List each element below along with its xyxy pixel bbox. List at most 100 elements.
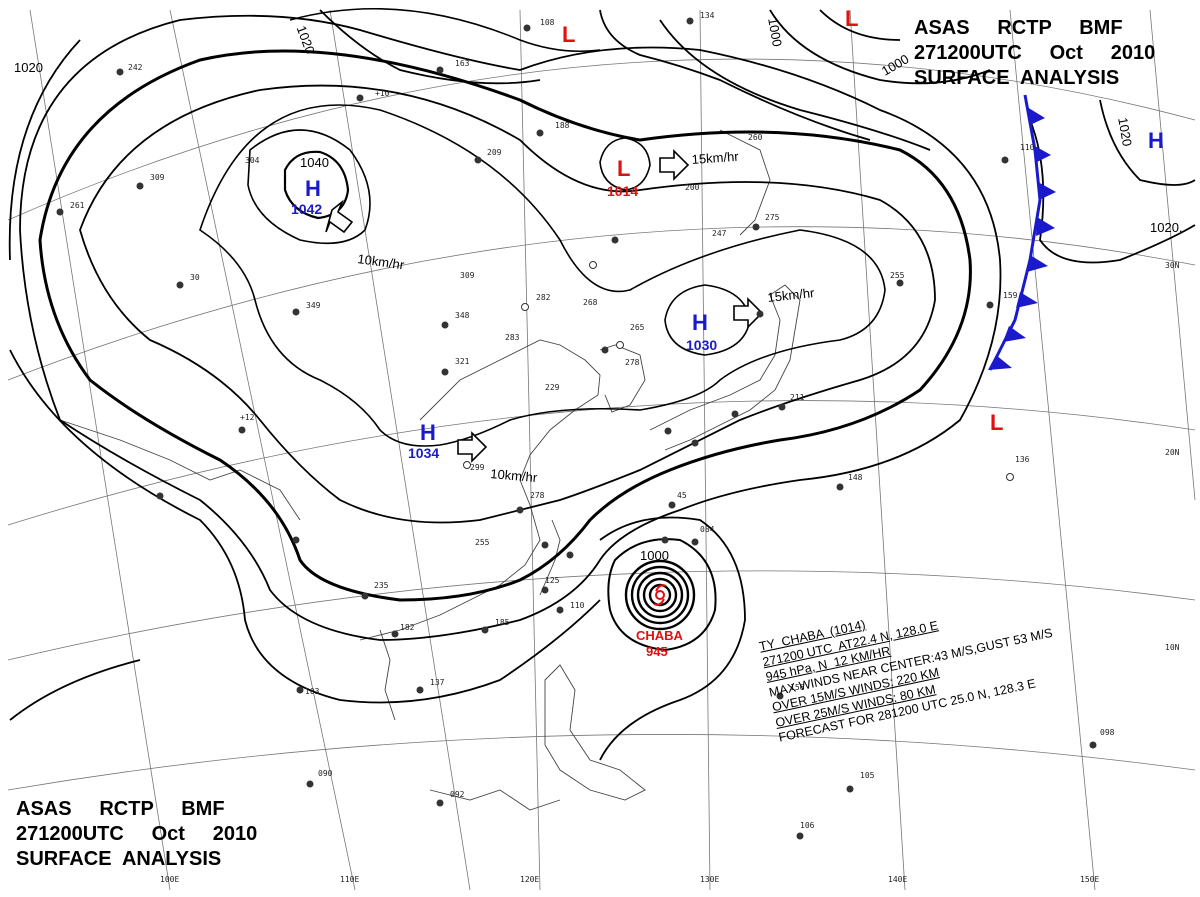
svg-text:+10: +10: [375, 89, 390, 98]
header-title: SURFACE ANALYSIS: [16, 848, 222, 870]
svg-text:242: 242: [128, 63, 143, 72]
station-plots: 242 +10 163 209 188 108 309 261 30 349 348 321…: [56, 11, 1115, 840]
svg-text:348: 348: [455, 311, 470, 320]
header-bottom: ASAS RCTP BMF 271200UTC Oct 2010 SURFACE…: [16, 797, 257, 872]
svg-text:185: 185: [495, 618, 510, 627]
svg-text:255: 255: [890, 271, 905, 280]
header-top: ASAS RCTP BMF 271200UTC Oct 2010 SURFACE…: [914, 16, 1155, 91]
svg-text:278: 278: [530, 491, 545, 500]
motion-label: 10km/hr: [490, 466, 539, 485]
svg-text:108: 108: [540, 18, 555, 27]
svg-text:136: 136: [1015, 455, 1030, 464]
svg-text:156: 156: [790, 683, 805, 692]
svg-text:265: 265: [630, 323, 645, 332]
motion-arrows: [325, 149, 764, 463]
svg-text:309: 309: [460, 271, 475, 280]
longitude-label: 120E: [520, 875, 539, 884]
isobar-label: 1020: [1115, 116, 1135, 147]
svg-text:098: 098: [1100, 728, 1115, 737]
header-time: 271200UTC Oct 2010: [914, 42, 1156, 64]
high-center-marker[interactable]: H: [1148, 128, 1164, 153]
svg-text:200: 200: [685, 183, 700, 192]
svg-text:+12: +12: [240, 413, 255, 422]
svg-text:229: 229: [545, 383, 560, 392]
coastlines: [59, 129, 801, 811]
latitude-label: 10N: [1165, 643, 1180, 652]
svg-text:105: 105: [860, 771, 875, 780]
latitude-label: 20N: [1165, 448, 1180, 457]
svg-text:137: 137: [430, 678, 445, 687]
svg-text:159: 159: [1003, 291, 1018, 300]
svg-text:349: 349: [306, 301, 321, 310]
high-center-marker[interactable]: H: [305, 176, 321, 201]
svg-text:188: 188: [555, 121, 570, 130]
svg-text:148: 148: [848, 473, 863, 482]
svg-text:260: 260: [748, 133, 763, 142]
longitude-label: 100E: [160, 875, 179, 884]
isobar-label: 1000: [879, 51, 912, 78]
svg-text:110: 110: [1020, 143, 1035, 152]
longitude-label: 140E: [888, 875, 907, 884]
svg-text:255: 255: [475, 538, 490, 547]
motion-label: 10km/hr: [357, 251, 406, 272]
svg-text:211: 211: [790, 393, 805, 402]
header-station: ASAS RCTP BMF: [914, 17, 1123, 39]
typhoon-symbol[interactable]: [653, 584, 667, 606]
svg-text:275: 275: [765, 213, 780, 222]
high-center-value: 1030: [686, 337, 717, 353]
latitude-label: 30N: [1165, 261, 1180, 270]
graticule-labels: 100E 110E 120E 130E 140E 150E 30N 20N 10…: [160, 261, 1180, 884]
isobar-labels: 1040 1020 1020 1000 1000 1020 1020. 1000: [14, 17, 1183, 563]
svg-text:125: 125: [545, 576, 560, 585]
header-time: 271200UTC Oct 2010: [16, 823, 258, 845]
low-center-marker[interactable]: L: [990, 410, 1003, 435]
svg-text:209: 209: [487, 148, 502, 157]
svg-text:309: 309: [150, 173, 165, 182]
svg-text:45: 45: [677, 491, 687, 500]
header-title: SURFACE ANALYSIS: [914, 67, 1120, 89]
svg-text:278: 278: [625, 358, 640, 367]
svg-text:092: 092: [450, 790, 465, 799]
high-center-marker[interactable]: H: [692, 310, 708, 335]
svg-text:182: 182: [400, 623, 415, 632]
isobar-label: 1040: [300, 155, 329, 170]
svg-text:261: 261: [70, 201, 85, 210]
motion-labels: 10km/hr 10km/hr 15km/hr 15km/hr: [357, 149, 816, 485]
longitude-label: 110E: [340, 875, 359, 884]
high-center-value: 1034: [408, 445, 439, 461]
low-center-marker[interactable]: L: [617, 156, 630, 181]
svg-text:106: 106: [800, 821, 815, 830]
svg-text:103: 103: [305, 687, 320, 696]
high-center-value: 1042: [291, 201, 322, 217]
isobar-label: 1000: [765, 17, 785, 48]
high-center-marker[interactable]: H: [420, 420, 436, 445]
low-center-marker[interactable]: L: [845, 6, 858, 31]
svg-text:299: 299: [470, 463, 485, 472]
typhoon-name: CHABA: [636, 628, 684, 643]
longitude-label: 130E: [700, 875, 719, 884]
longitude-label: 150E: [1080, 875, 1099, 884]
svg-text:235: 235: [374, 581, 389, 590]
svg-text:268: 268: [583, 298, 598, 307]
header-station: ASAS RCTP BMF: [16, 798, 225, 820]
svg-text:110: 110: [570, 601, 585, 610]
svg-text:084: 084: [700, 525, 715, 534]
graticule: [7, 9, 1196, 891]
typhoon-pressure: 945: [646, 644, 668, 659]
low-center-value: 1014: [607, 183, 638, 199]
isobar-label: 1000: [640, 548, 669, 563]
svg-text:30: 30: [190, 273, 200, 282]
isobar-label: 1020: [14, 60, 43, 75]
svg-text:247: 247: [712, 229, 727, 238]
low-center-marker[interactable]: L: [562, 22, 575, 47]
isobar-label: 1020.: [1150, 220, 1183, 235]
svg-text:304: 304: [245, 156, 260, 165]
motion-label: 15km/hr: [767, 285, 816, 305]
svg-text:282: 282: [536, 293, 551, 302]
svg-text:283: 283: [505, 333, 520, 342]
pressure-centers: H 1042 H 1034 H 1030 L 1014 L L L H: [291, 6, 1164, 461]
svg-text:163: 163: [455, 59, 470, 68]
svg-text:134: 134: [700, 11, 715, 20]
